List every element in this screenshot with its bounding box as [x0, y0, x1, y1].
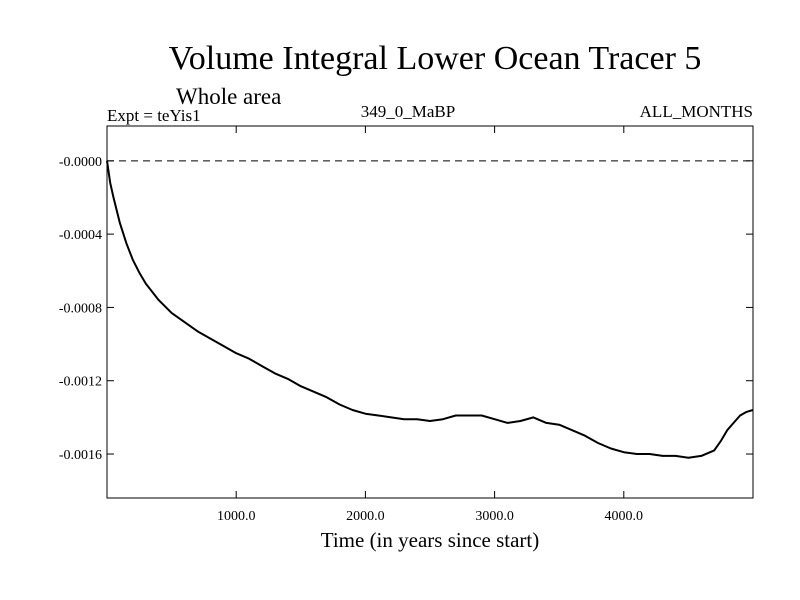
x-tick-label: 1000.0 [217, 509, 256, 524]
data-series-line [106, 160, 754, 459]
period-label: 349_0_MaBP [360, 102, 456, 121]
y-tick-label: -0.0016 [59, 448, 102, 463]
plot-frame [106, 125, 754, 499]
y-tick-label: -0.0004 [59, 228, 102, 243]
y-tick-label: -0.0008 [59, 301, 102, 316]
x-tick-label: 4000.0 [605, 509, 644, 524]
x-axis-label: Time (in years since start) [320, 528, 540, 552]
x-tick-label: 3000.0 [475, 509, 514, 524]
y-tick-label: -0.0000 [59, 155, 102, 170]
months-label: ALL_MONTHS [639, 102, 753, 121]
chart-subtitle: Whole area [176, 84, 282, 109]
y-tick-label: -0.0012 [59, 375, 102, 390]
experiment-label: Expt = teYis1 [107, 106, 201, 125]
chart-title: Volume Integral Lower Ocean Tracer 5 [168, 40, 702, 77]
x-tick-label: 2000.0 [346, 509, 385, 524]
